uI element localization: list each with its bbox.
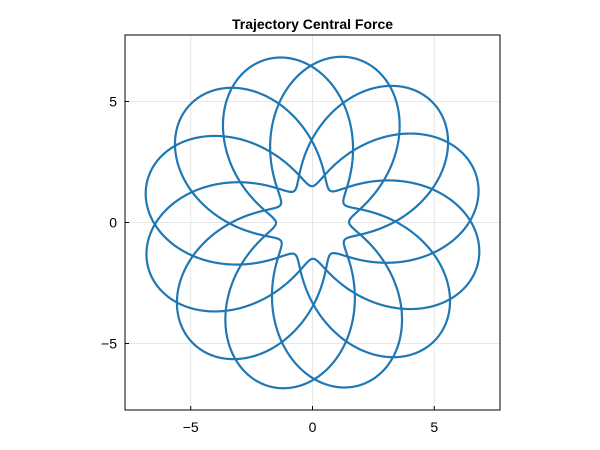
series-line-0 (144, 55, 481, 390)
x-tick-label-0: −5 (183, 419, 199, 435)
x-axis: −5 0 5 (183, 406, 438, 435)
chart-title: Trajectory Central Force (232, 16, 393, 32)
y-axis: −5 0 5 (101, 94, 129, 351)
y-tick-label-0: −5 (101, 335, 117, 351)
x-tick-label-2: 5 (430, 419, 438, 435)
y-tick-label-1: 0 (109, 215, 117, 231)
y-tick-label-2: 5 (109, 94, 117, 110)
series-layer (144, 55, 481, 390)
x-tick-label-1: 0 (309, 419, 317, 435)
grid (125, 35, 500, 410)
